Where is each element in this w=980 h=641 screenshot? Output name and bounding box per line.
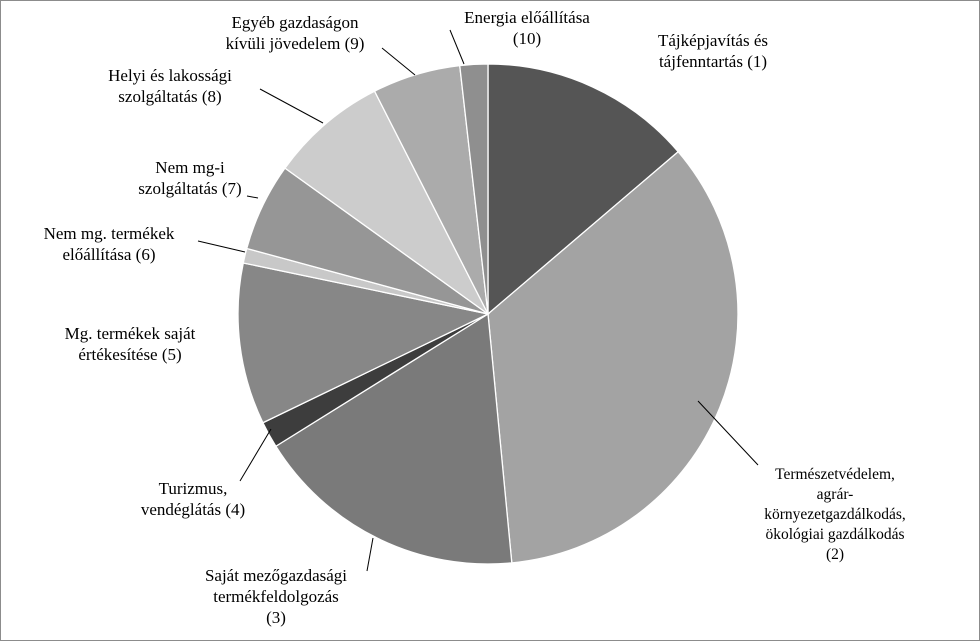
slice-label-4-line-1: Turizmus, xyxy=(159,479,228,498)
slice-label-6-line-2: előállítása (6) xyxy=(63,245,156,264)
slice-label-2: Természetvédelem, agrár-környezetgazdálko… xyxy=(764,466,906,563)
slice-label-2-line-1: Természetvédelem, xyxy=(775,466,895,483)
pie-slice-10 xyxy=(459,63,489,315)
slice-label-9-line-1: Egyéb gazdaságon xyxy=(232,13,359,32)
leader-line-9 xyxy=(381,47,416,76)
slice-label-1-line-1: Tájképjavítás és xyxy=(658,31,768,50)
slice-label-1: Tájképjavítás és tájfenntartás (1) xyxy=(658,31,768,71)
slice-label-7-line-1: Nem mg-i xyxy=(155,158,225,177)
slice-label-6-line-1: Nem mg. termékek xyxy=(44,224,175,243)
slice-label-10-line-2: (10) xyxy=(513,29,541,48)
pie-slices xyxy=(237,63,739,565)
slice-label-3-line-1: Saját mezőgazdasági xyxy=(205,566,347,585)
leader-line-6 xyxy=(197,240,246,253)
leader-lines xyxy=(197,29,759,572)
pie-slice-2 xyxy=(487,150,739,564)
pie-slice-1 xyxy=(487,63,680,316)
slice-label-2-line-3: környezetgazdálkodás, xyxy=(764,506,906,523)
leader-line-3 xyxy=(366,537,374,572)
slice-labels: Tájképjavítás és tájfenntartás (1) Termész… xyxy=(44,8,906,627)
pie-slice-8 xyxy=(284,90,489,315)
slice-label-7-line-2: szolgáltatás (7) xyxy=(138,179,241,198)
slice-label-2-line-4: ökológiai gazdálkodás xyxy=(765,526,904,543)
slice-label-2-line-2: agrár- xyxy=(817,486,854,503)
slice-label-3-line-3: (3) xyxy=(266,608,286,627)
slice-label-4: Turizmus, vendéglátás (4) xyxy=(141,479,245,519)
pie-slice-5 xyxy=(237,262,491,424)
slice-label-1-line-2: tájfenntartás (1) xyxy=(659,52,767,71)
slice-label-8: Helyi és lakossági szolgáltatás (8) xyxy=(108,66,232,106)
slice-label-8-line-2: szolgáltatás (8) xyxy=(118,87,221,106)
slice-label-2-line-5: (2) xyxy=(826,546,844,563)
leader-line-10 xyxy=(449,29,465,65)
slice-label-10: Energia előállítása (10) xyxy=(464,8,590,48)
slice-label-10-line-1: Energia előállítása xyxy=(464,8,590,27)
slice-label-9: Egyéb gazdaságon kívüli jövedelem (9) xyxy=(226,13,365,53)
leader-line-2 xyxy=(697,400,759,466)
slice-label-7: Nem mg-i szolgáltatás (7) xyxy=(138,158,241,198)
slice-label-9-line-2: kívüli jövedelem (9) xyxy=(226,34,365,53)
slice-label-8-line-1: Helyi és lakossági xyxy=(108,66,232,85)
slice-label-6: Nem mg. termékek előállítása (6) xyxy=(44,224,175,264)
leader-line-4 xyxy=(239,428,272,482)
slice-label-4-line-2: vendéglátás (4) xyxy=(141,500,245,519)
slice-label-5-line-2: értékesítése (5) xyxy=(78,345,181,364)
pie-slice-3 xyxy=(274,312,513,565)
leader-line-7 xyxy=(246,195,259,199)
slice-label-3-line-2: termékfeldolgozás xyxy=(213,587,339,606)
slice-label-5: Mg. termékek saját értékesítése (5) xyxy=(65,324,196,364)
slice-label-5-line-1: Mg. termékek saját xyxy=(65,324,196,343)
slice-label-3: Saját mezőgazdasági termékfeldolgozás (3) xyxy=(205,566,347,627)
leader-line-8 xyxy=(259,88,324,124)
